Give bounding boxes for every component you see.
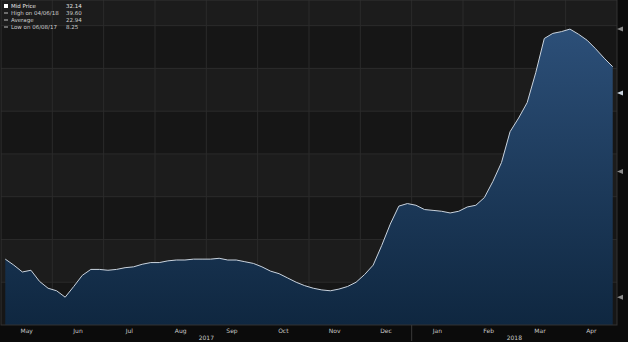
x-group-label: 2018 [507,334,522,341]
x-tick-label: Aug [175,327,187,335]
x-tick-label: Nov [329,327,341,334]
legend-label: Mid Price [11,3,37,9]
legend-value: 39.60 [66,10,82,16]
x-tick-label: Mar [534,327,546,334]
x-group-divider [411,325,412,341]
legend: Mid Price 32.14 High on 04/06/18 39.60 Avera… [4,3,82,30]
legend-label: Low on 06/08/17 [11,24,57,30]
legend-swatch [4,13,8,14]
grid-line-vertical [309,0,310,325]
x-tick-label: May [20,327,33,335]
legend-value: 32.14 [66,3,82,9]
value-marker [617,295,623,300]
plot-data [5,29,612,325]
chart: May Jun Jul Aug Sep Oct Nov Dec Jan Feb Mar Apr 2017… [0,0,628,342]
x-tick-label: Jun [72,327,83,335]
x-tick-label: Apr [586,327,597,335]
value-marker [617,90,623,95]
legend-swatch [4,20,8,21]
x-tick-label: Jan [432,327,442,335]
grid-line-vertical [360,0,361,325]
x-group-label: 2017 [199,334,214,341]
background [0,0,628,342]
legend-label: High on 04/06/18 [11,10,59,17]
area [5,29,612,325]
legend-value: 8.25 [66,24,79,30]
x-tick-label: Feb [483,327,494,334]
legend-label: Average [11,17,34,24]
plot-background [1,0,617,325]
value-marker [617,169,623,174]
plot-frame [1,0,617,325]
x-tick-label: Sep [226,327,238,335]
legend-value: 22.94 [66,17,82,23]
x-tick-label: Jul [125,327,134,335]
x-tick-label: Oct [278,327,289,334]
legend-swatch [4,4,8,8]
price-line [5,29,612,297]
value-marker [617,27,623,32]
grid-line-vertical [52,0,53,325]
x-tick-label: Dec [380,327,392,334]
legend-swatch [4,27,8,28]
